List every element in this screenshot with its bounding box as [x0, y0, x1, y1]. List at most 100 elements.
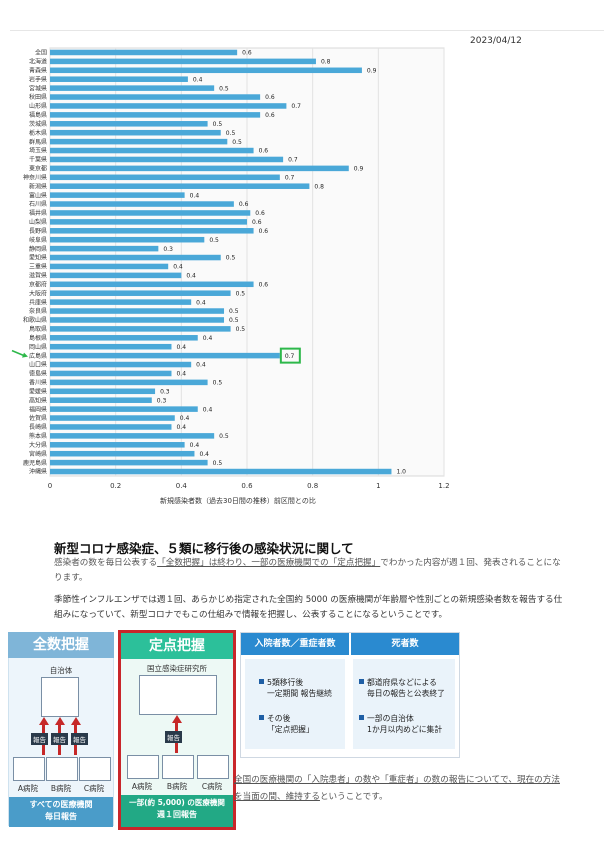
- data-label: 0.4: [190, 442, 200, 449]
- y-tick-label: 福岡県: [29, 405, 47, 413]
- bar: [50, 76, 188, 82]
- y-tick-label: 福井県: [29, 209, 47, 217]
- top-divider: [10, 30, 604, 31]
- chart-x-axis-label: 新規感染者数（過去30日間の推移）前区間との比: [160, 497, 316, 505]
- col-header-deaths: 死者数: [351, 633, 459, 655]
- data-label: 0.4: [176, 371, 186, 378]
- bar: [50, 361, 192, 368]
- data-label: 0.5: [213, 121, 223, 128]
- bar: [50, 236, 205, 243]
- data-label: 0.4: [203, 406, 213, 413]
- data-label: 0.3: [160, 388, 170, 395]
- y-tick-label: 広島県: [29, 352, 47, 360]
- data-label: 0.7: [285, 353, 295, 360]
- bullet-icon: [259, 679, 264, 684]
- bar: [50, 138, 228, 145]
- y-tick-label: 山形県: [29, 102, 47, 110]
- y-tick-label: 三重県: [29, 263, 47, 271]
- data-label: 0.5: [209, 237, 219, 244]
- bar: [50, 183, 310, 189]
- data-label: 0.4: [176, 424, 186, 431]
- bar: [50, 174, 280, 181]
- bar: [50, 326, 231, 332]
- bar: [50, 228, 254, 234]
- y-tick-label: 群馬県: [29, 138, 47, 146]
- y-tick-label: 高知県: [29, 396, 47, 404]
- bar: [50, 450, 195, 457]
- data-label: 0.4: [173, 264, 183, 271]
- bar: [50, 156, 284, 163]
- bar: [50, 58, 316, 65]
- y-tick-label: 新潟県: [29, 182, 47, 190]
- data-label: 0.6: [265, 112, 275, 119]
- zensu-top-label: 自治体: [49, 666, 73, 675]
- bar: [50, 424, 172, 430]
- bar: [50, 379, 208, 386]
- zensu-panel: 全数把握 自治体 報告 報告 報告 A病院 B病院 C病院 すべての医療機関 毎…: [8, 632, 114, 827]
- data-label: 0.7: [285, 174, 295, 181]
- bar: [50, 442, 185, 448]
- bar: [50, 219, 247, 225]
- bar: [50, 468, 392, 475]
- reporting-table: 入院者数／重症者数 死者数 5類移行後 一定期間 報告継続 その後 「定点把握」…: [240, 632, 460, 758]
- y-tick-label: 宮城県: [29, 84, 47, 92]
- deaths-item-2-line-1: 一部の自治体: [367, 714, 414, 723]
- col-body-hospitalized: 5類移行後 一定期間 報告継続 その後 「定点把握」: [245, 659, 345, 749]
- y-tick-label: 長崎県: [29, 423, 47, 431]
- teiten-footer: 一部(約 5,000) の医療機関 週１回報告: [121, 795, 233, 827]
- data-label: 0.5: [229, 308, 239, 315]
- y-tick-label: 茨城県: [29, 120, 47, 128]
- data-label: 0.4: [196, 362, 206, 369]
- deaths-item-1-line-2: 毎日の報告と公表終了: [367, 689, 445, 698]
- x-tick-label: 1: [376, 482, 380, 490]
- x-tick-label: 0: [48, 482, 52, 490]
- y-tick-label: 京都府: [29, 280, 47, 288]
- p1-text-c: でわかった内容が週１回、発表されることになります。: [54, 558, 561, 583]
- y-tick-label: 北海道: [29, 58, 47, 66]
- bar: [50, 388, 156, 395]
- y-tick-label: 富山県: [29, 191, 47, 199]
- bar: [50, 67, 362, 74]
- data-label: 0.5: [226, 255, 236, 262]
- y-tick-label: 愛媛県: [29, 387, 47, 395]
- col-header-hospitalized: 入院者数／重症者数: [241, 633, 349, 655]
- y-tick-label: 島根県: [29, 334, 47, 342]
- data-label: 1.0: [396, 469, 406, 476]
- y-tick-label: 愛知県: [29, 254, 47, 262]
- bar: [50, 433, 215, 439]
- y-tick-label: 佐賀県: [29, 414, 47, 422]
- data-label: 0.5: [213, 380, 223, 387]
- y-tick-label: 山梨県: [29, 218, 47, 226]
- y-tick-label: 沖縄県: [29, 468, 47, 476]
- bar: [50, 201, 234, 207]
- data-label: 0.3: [163, 246, 173, 253]
- ratio-bar-chart: 0 0.2 0.4 0.6 0.8 1 1.2 全国 0.6 北海道 0.8 青森県 0.9 岩手県 0.4…: [11, 47, 450, 490]
- report-tag: 報告: [71, 733, 88, 745]
- y-tick-label: 兵庫県: [29, 298, 47, 306]
- y-tick-label: 奈良県: [29, 307, 47, 315]
- y-tick-label: 香川県: [29, 379, 47, 387]
- report-tag: 報告: [31, 733, 48, 745]
- hospital-a-label: A病院: [131, 782, 153, 791]
- arrow-up-icon: [39, 717, 49, 725]
- bar: [50, 112, 261, 118]
- bar: [50, 308, 225, 314]
- data-label: 0.5: [229, 317, 239, 324]
- bar: [50, 49, 238, 56]
- bar: [50, 299, 192, 305]
- data-label: 0.5: [219, 85, 229, 92]
- data-label: 0.5: [232, 139, 242, 146]
- municipality-building-icon: [41, 677, 79, 717]
- bar: [50, 343, 172, 350]
- y-tick-label: 千葉県: [29, 156, 47, 164]
- teiten-footer-line-2: 週１回報告: [157, 810, 197, 819]
- deaths-item-2-line-2: 1か月以内めどに集計: [367, 725, 443, 734]
- data-label: 0.6: [255, 210, 265, 217]
- x-tick-label: 0.2: [110, 482, 121, 490]
- hospital-b-label: B病院: [50, 784, 72, 793]
- hospital-building-icon: [197, 755, 229, 779]
- data-label: 0.6: [259, 228, 269, 235]
- data-label: 0.7: [288, 157, 298, 164]
- hospital-building-icon: [79, 757, 111, 781]
- hospital-a-label: A病院: [17, 784, 39, 793]
